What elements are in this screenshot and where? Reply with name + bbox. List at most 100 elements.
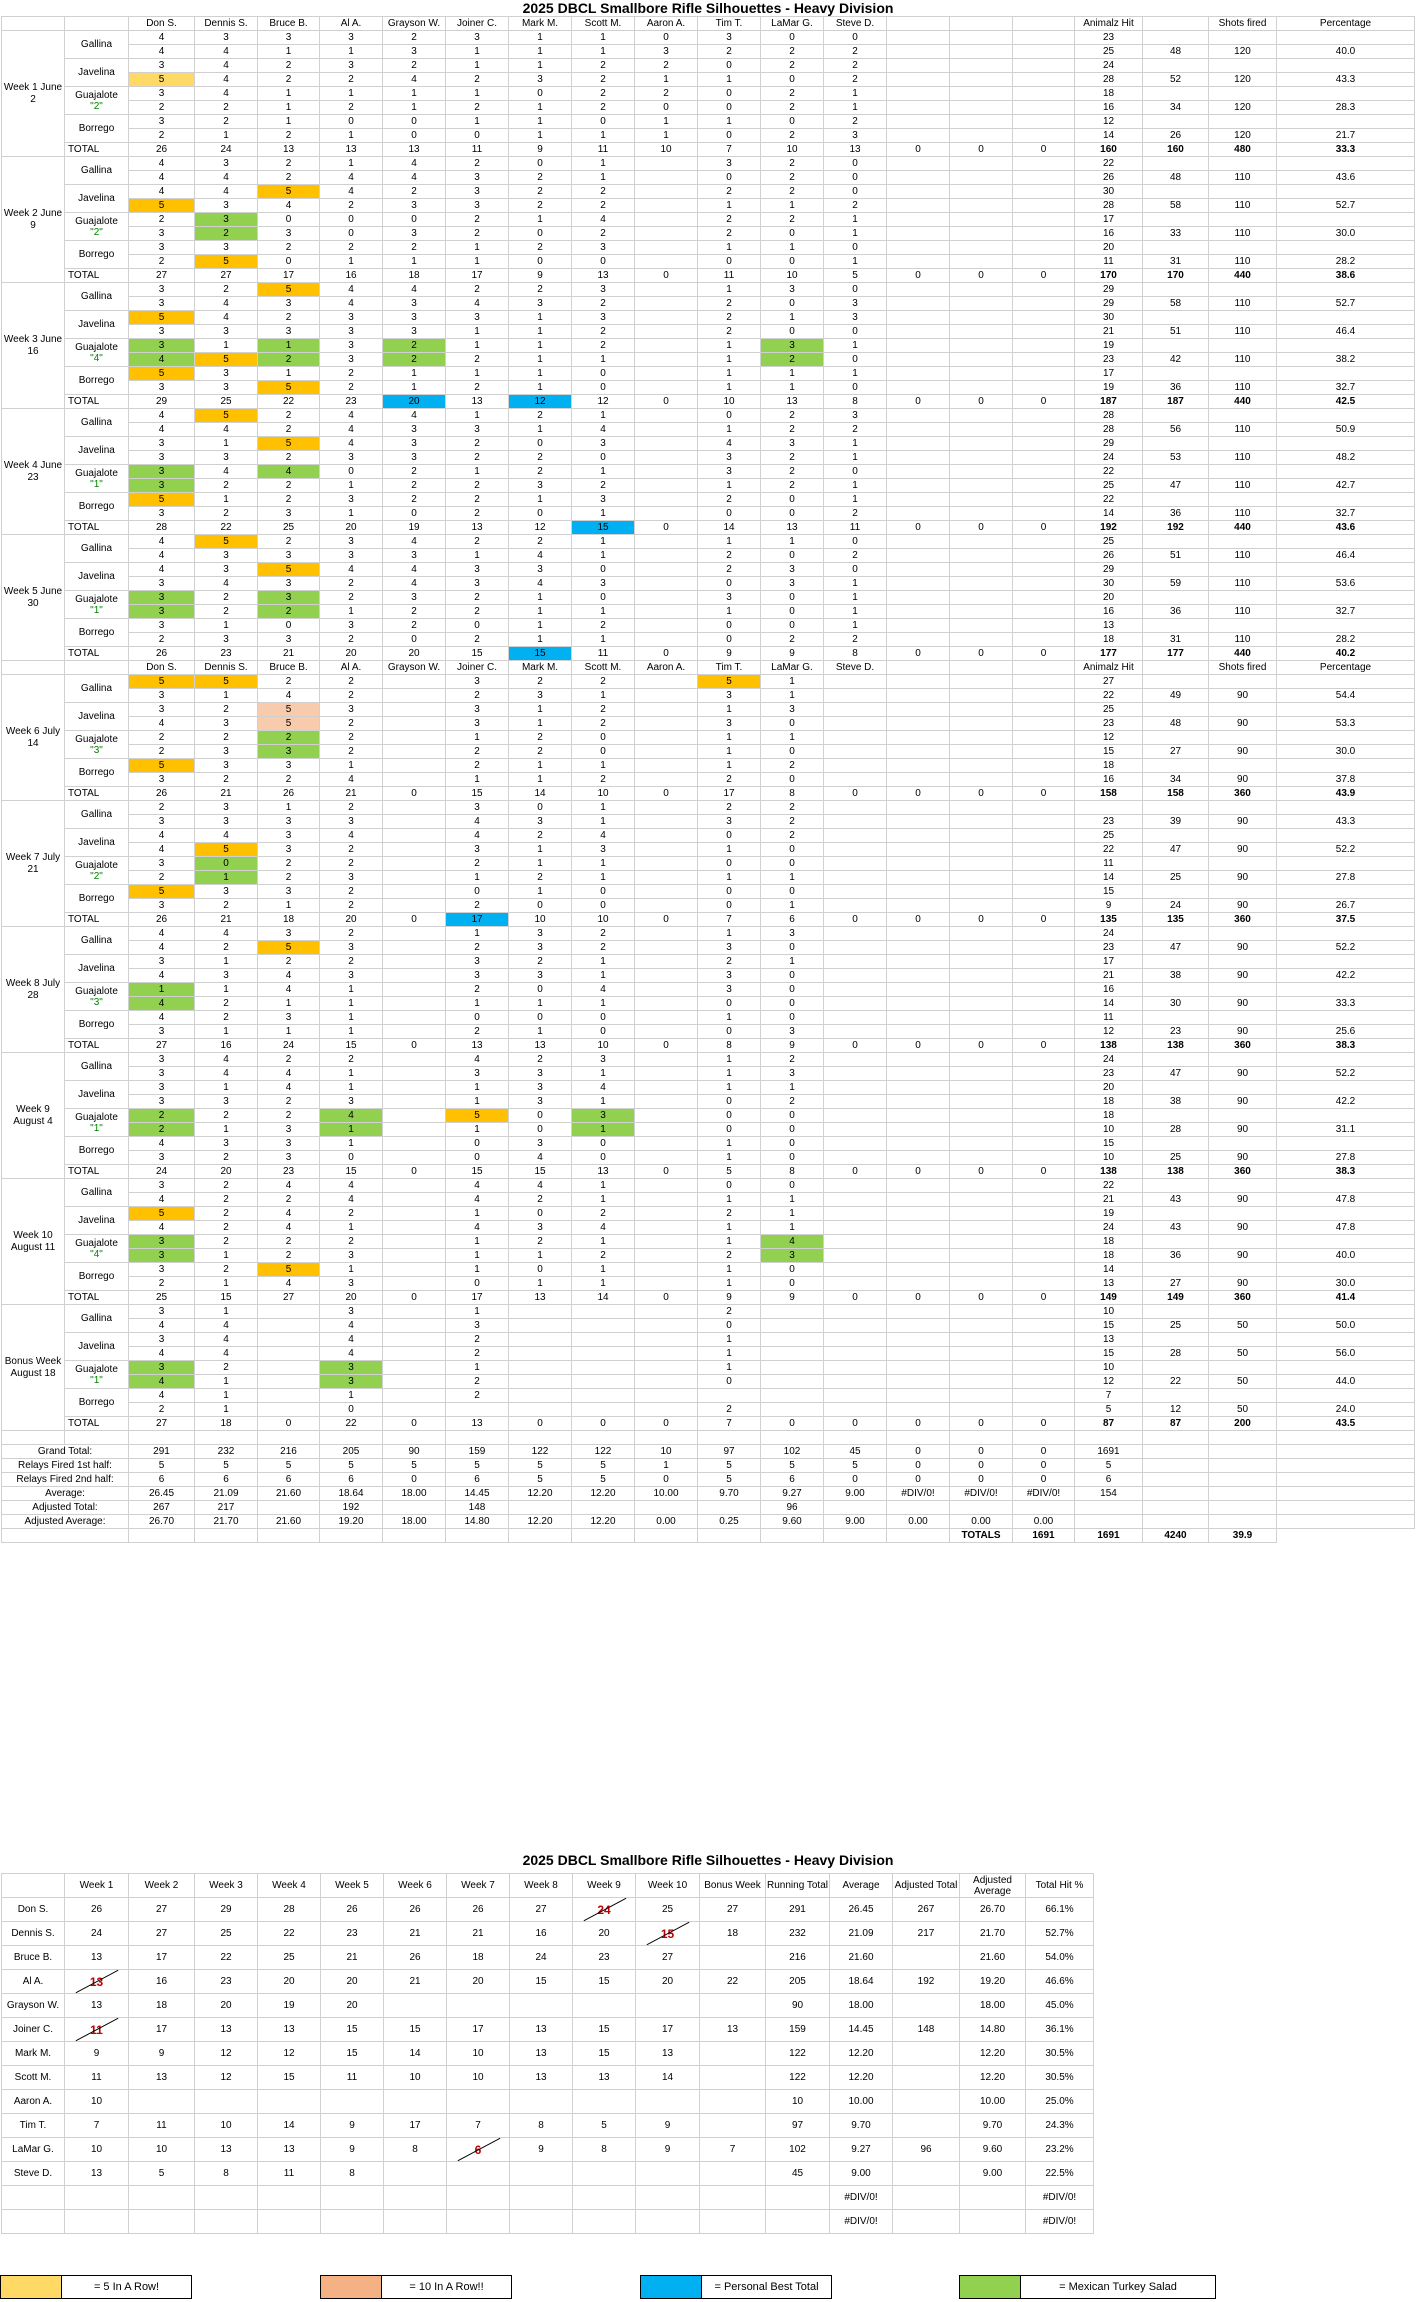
blank — [1208, 1430, 1277, 1445]
total-cell: 0 — [949, 142, 1013, 157]
summary-cell: 9 — [635, 2113, 700, 2138]
table-row: 3 2 3 0 3 2 0 2 2 0 1 16 33 110 30.0 — [2, 226, 1415, 241]
score-cell: 2 — [319, 590, 383, 605]
shooter-name: LaMar G. — [1, 2137, 65, 2162]
score-cell: 0 — [508, 156, 572, 171]
shooter-header: Don S. — [128, 16, 195, 31]
score-cell: 1 — [823, 212, 887, 227]
total-cell: 26 — [257, 786, 320, 801]
score-cell — [886, 352, 950, 367]
score-cell: 1 — [319, 604, 383, 619]
total-row: TOTAL 26 21 26 21 0 15 14 10 0 17 8 0 0 0 0 158 158 360 43.… — [2, 786, 1415, 801]
animals-hit: 25 — [1074, 44, 1143, 59]
score-cell — [634, 1024, 698, 1039]
percentage: 53.6 — [1276, 576, 1415, 591]
totals-row: TOTALS 1691 1691 4240 39.9 — [1, 1528, 1415, 1543]
shots-fired — [1208, 58, 1277, 73]
score-cell — [571, 1332, 635, 1347]
score-cell: 1 — [508, 58, 572, 73]
score-cell: 0 — [319, 114, 383, 129]
summary-cell: 96 — [892, 2137, 960, 2162]
animals-hit: 25 — [1074, 702, 1143, 717]
total-cell: 0 — [949, 394, 1013, 409]
score-cell: 2 — [194, 1262, 258, 1277]
score-cell: 3 — [445, 702, 509, 717]
score-cell: 1 — [382, 380, 446, 395]
score-cell — [886, 436, 950, 451]
animal-label: Guajalote "4" — [64, 1234, 129, 1263]
summary-cell: 13 — [257, 2017, 321, 2042]
score-cell: 1 — [194, 1388, 258, 1403]
score-cell: 0 — [697, 170, 761, 185]
score-cell — [823, 702, 887, 717]
week-label: Week 2 June 9 — [1, 156, 65, 283]
score-cell: 1 — [194, 688, 258, 703]
score-cell: 0 — [257, 212, 320, 227]
score-cell: 3 — [823, 296, 887, 311]
summary-cell — [509, 2209, 573, 2234]
score-cell: 0 — [760, 1150, 824, 1165]
total-cell: 12 — [571, 394, 635, 409]
legend-swatch — [960, 2276, 1021, 2298]
score-cell: 3 — [128, 1360, 195, 1375]
score-cell: 2 — [319, 898, 383, 913]
stats-cell — [1208, 1514, 1277, 1529]
score-cell: 0 — [194, 856, 258, 871]
score-cell: 3 — [697, 450, 761, 465]
score-cell — [634, 548, 698, 563]
score-cell — [634, 1066, 698, 1081]
total-cell: 22 — [319, 1416, 383, 1431]
summary-cell: 216 — [765, 1945, 830, 1970]
score-cell: 1 — [697, 72, 761, 87]
score-cell: 4 — [194, 422, 258, 437]
table-row: 3 1 4 2 2 3 1 3 1 22 49 90 54.4 — [2, 688, 1415, 703]
score-cell: 3 — [128, 1150, 195, 1165]
score-cell — [886, 1066, 950, 1081]
score-cell: 2 — [194, 114, 258, 129]
score-cell: 4 — [257, 982, 320, 997]
score-cell: 1 — [382, 254, 446, 269]
score-cell — [823, 1304, 887, 1319]
shots-fired: 110 — [1208, 548, 1277, 563]
shots-fired: 90 — [1208, 1122, 1277, 1137]
animal-label: Borrego — [64, 492, 129, 521]
score-cell: 2 — [194, 1108, 258, 1123]
stats-cell: 0 — [949, 1472, 1013, 1487]
score-cell — [1012, 198, 1075, 213]
stats-cell — [1276, 1444, 1415, 1459]
score-cell: 0 — [508, 254, 572, 269]
percentage: 32.7 — [1276, 604, 1415, 619]
score-cell — [886, 212, 950, 227]
score-cell: 4 — [382, 534, 446, 549]
score-cell: 0 — [508, 86, 572, 101]
stats-cell: 5 — [571, 1472, 635, 1487]
score-cell — [949, 254, 1013, 269]
score-cell: 3 — [257, 324, 320, 339]
stats-cell: 45 — [823, 1444, 887, 1459]
summary-cell — [699, 2209, 766, 2234]
score-cell: 2 — [823, 58, 887, 73]
shooter-header: Mark M. — [508, 16, 572, 31]
shooter-name — [1, 2185, 65, 2210]
score-cell — [1012, 884, 1075, 899]
score-cell: 3 — [445, 842, 509, 857]
score-cell: 0 — [823, 170, 887, 185]
animals-hit: 16 — [1074, 982, 1143, 997]
total-cell: 27 — [257, 1290, 320, 1305]
stats-cell: 1691 — [1074, 1444, 1143, 1459]
total-cell: 0 — [886, 394, 950, 409]
summary-cell — [509, 2185, 573, 2210]
score-cell — [1012, 58, 1075, 73]
score-cell: 1 — [697, 1346, 761, 1361]
total-summary-cell: 37.5 — [1276, 912, 1415, 927]
score-cell: 2 — [571, 1248, 635, 1263]
summary-cell: 13 — [64, 2161, 129, 2186]
total-cell: 20 — [194, 1164, 258, 1179]
score-cell: 3 — [760, 576, 824, 591]
blank — [445, 1528, 509, 1543]
total-summary-cell: 149 — [1074, 1290, 1143, 1305]
score-cell: 3 — [128, 464, 195, 479]
table-row: Javelina 3 1 2 2 3 2 1 2 1 17 — [2, 954, 1415, 983]
blank — [634, 1528, 698, 1543]
total-cell: 0 — [886, 520, 950, 535]
